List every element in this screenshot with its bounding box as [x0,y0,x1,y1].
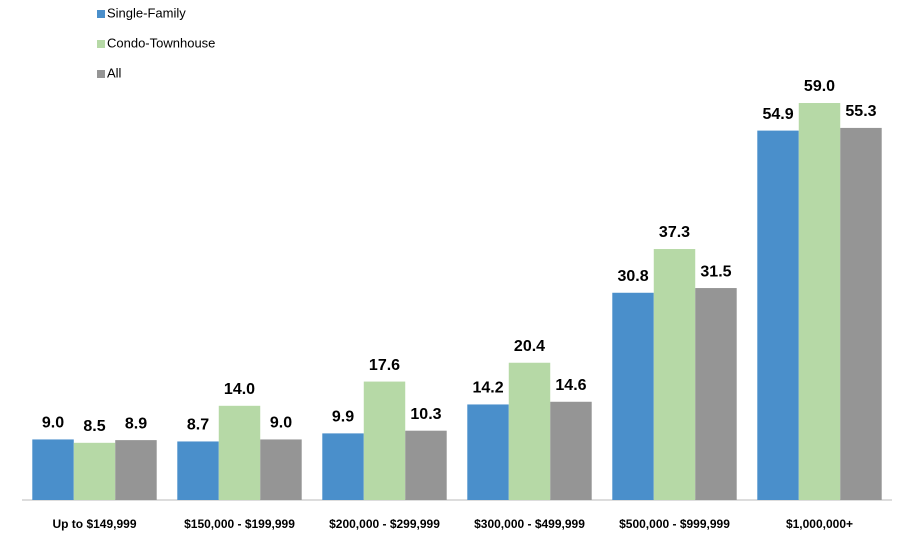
bar [798,103,841,500]
value-label: 30.8 [617,268,648,285]
legend-swatch [97,70,105,78]
bar [653,249,696,500]
legend-swatch [97,40,105,48]
x-tick-label: $300,000 - $499,999 [474,517,585,531]
x-tick-label: $1,000,000+ [786,517,853,531]
value-label: 20.4 [514,338,545,355]
x-tick-label: $150,000 - $199,999 [184,517,295,531]
value-label: 17.6 [369,357,400,374]
value-label: 8.7 [187,417,209,434]
bar [757,130,799,500]
bar [467,404,509,500]
bar [508,362,551,500]
value-label: 9.0 [270,415,292,432]
value-label: 55.3 [845,103,876,120]
bar [260,439,302,500]
legend-label: Condo-Townhouse [107,35,215,50]
value-label: 31.5 [700,263,731,280]
value-label: 10.3 [410,406,441,423]
bar [32,439,74,500]
bar [695,288,737,500]
value-label: 59.0 [804,78,835,95]
legend-swatch [97,10,105,18]
bar [363,381,406,500]
bar [218,405,261,500]
bar [73,442,116,500]
x-tick-label: $500,000 - $999,999 [619,517,730,531]
bar [840,127,882,500]
legend-label: All [107,65,122,80]
value-label: 8.9 [125,415,147,432]
value-label: 8.5 [83,418,105,435]
bar [177,441,219,500]
bar [115,440,157,500]
bar [322,433,364,500]
legend-label: Single-Family [107,5,186,20]
value-label: 37.3 [659,224,690,241]
x-tick-label: $200,000 - $299,999 [329,517,440,531]
value-label: 9.0 [42,415,64,432]
value-label: 14.6 [555,377,586,394]
bar [612,292,654,500]
value-label: 9.9 [332,409,354,426]
value-label: 54.9 [762,106,793,123]
bar [405,430,447,500]
value-label: 14.0 [224,381,255,398]
bar [550,401,592,500]
x-tick-label: Up to $149,999 [52,517,136,531]
value-label: 14.2 [472,380,503,397]
